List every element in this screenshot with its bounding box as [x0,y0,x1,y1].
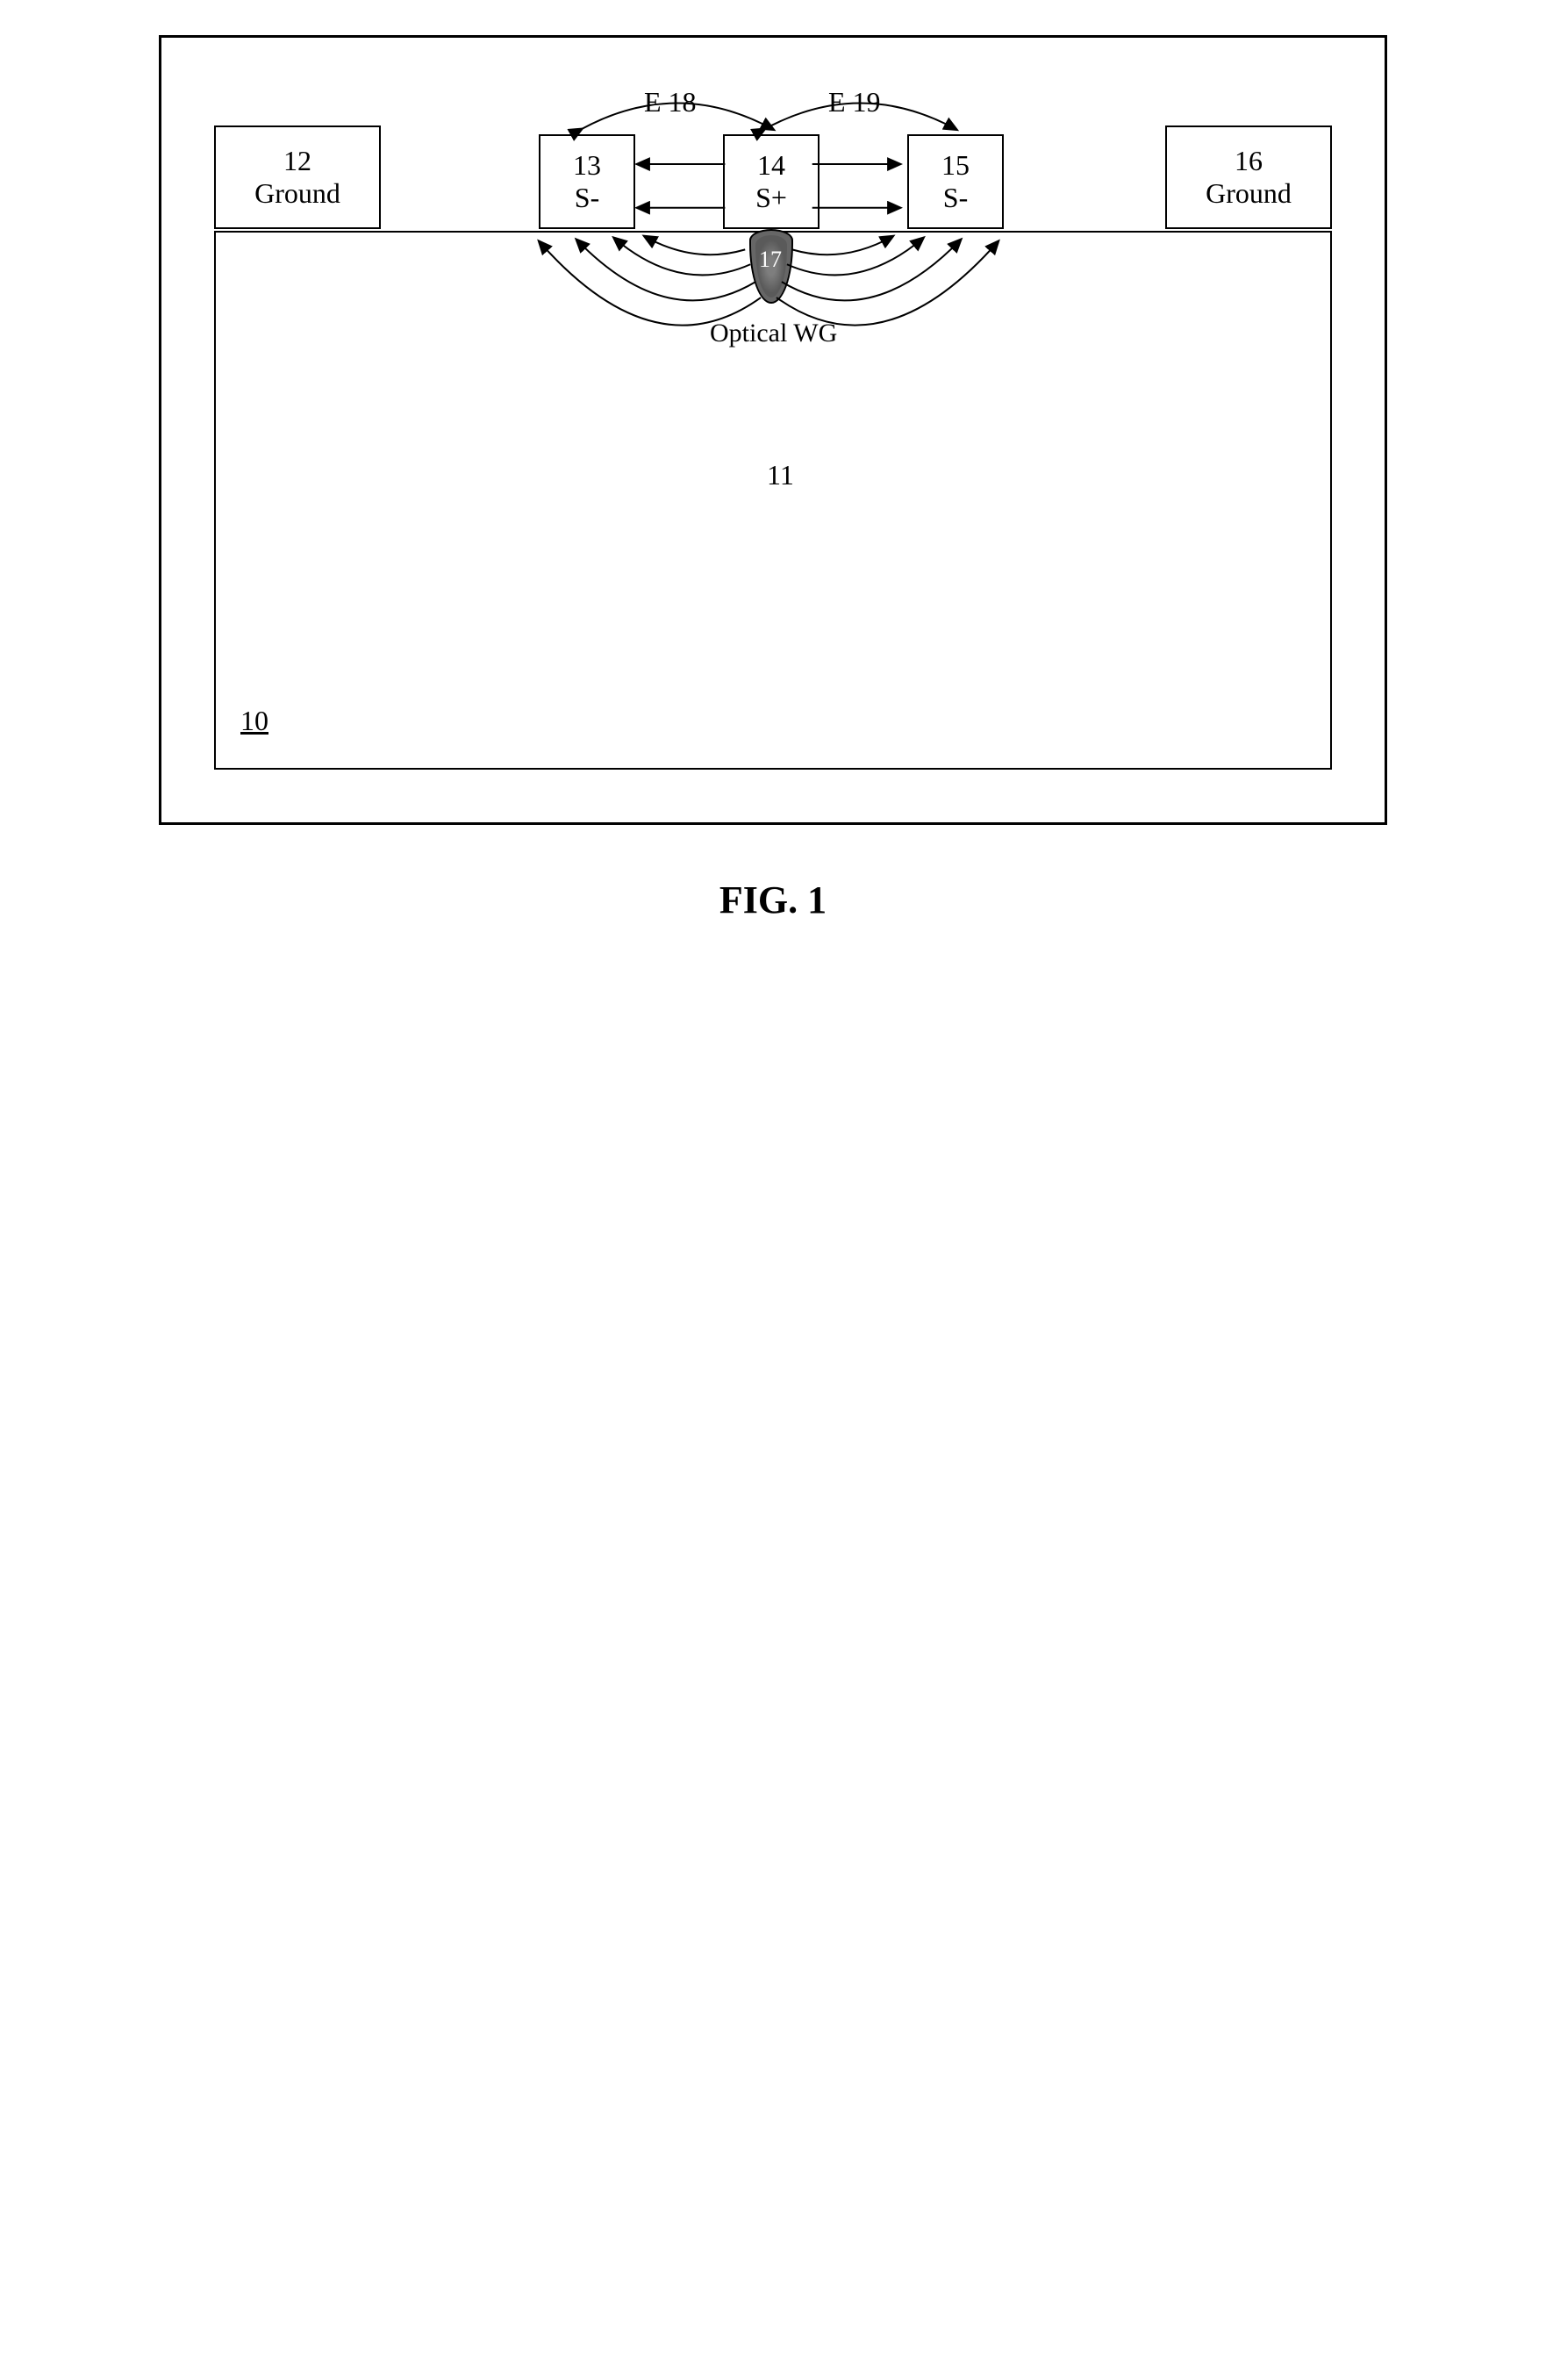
waveguide-num: 17 [759,247,782,273]
electrode-text: S+ [755,182,787,214]
substrate [214,231,1332,770]
electrode-text: Ground [1206,177,1292,210]
optical-wg-text: Optical WG [710,319,837,348]
electrode-num: 16 [1235,145,1263,177]
electrode-num: 13 [573,149,601,182]
electrode-s-minus-left: 13 S- [539,134,635,229]
electrode-text: Ground [254,177,340,210]
electrode-s-minus-right: 15 S- [907,134,1004,229]
electrode-ground-right: 16 Ground [1165,125,1332,229]
electrode-text: S- [943,182,968,214]
electrode-s-plus: 14 S+ [723,134,820,229]
electrode-num: 15 [941,149,970,182]
substrate-label: 11 [767,459,794,491]
electrode-num: 12 [283,145,311,177]
field-label-e19: E 19 [828,86,881,118]
figure-label: FIG. 1 [719,878,827,922]
electrode-text: S- [575,182,599,214]
device-label: 10 [240,705,268,737]
electrode-num: 14 [757,149,785,182]
electrode-ground-left: 12 Ground [214,125,381,229]
field-label-e18: E 18 [644,86,697,118]
diagram-container: 12 Ground 16 Ground 13 S- 14 S+ 15 S- 17… [159,35,1387,825]
